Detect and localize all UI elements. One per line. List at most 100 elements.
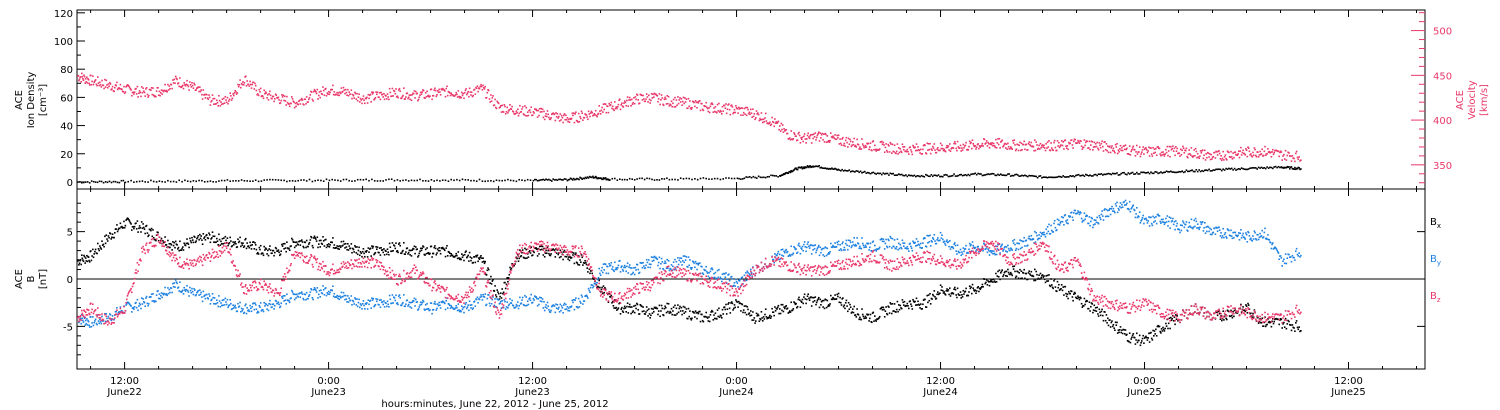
series-by-point xyxy=(349,299,352,302)
series-b-point xyxy=(556,249,559,251)
density-series-point xyxy=(705,177,707,180)
series-by-point xyxy=(90,316,92,318)
series-b-point xyxy=(798,296,800,299)
velocity-series-point xyxy=(708,107,710,109)
velocity-series-point xyxy=(545,113,547,115)
series-b-point xyxy=(565,256,568,258)
series-by-point xyxy=(387,303,389,306)
velocity-series-point xyxy=(662,103,664,106)
velocity-series-point xyxy=(761,118,763,121)
velocity-series-point xyxy=(187,85,190,88)
series-b-point xyxy=(1286,323,1289,325)
series-b-point xyxy=(924,298,926,301)
series-b-point xyxy=(677,311,680,314)
series-b-point xyxy=(1120,331,1122,334)
velocity-series-point xyxy=(319,96,321,99)
density-series-point xyxy=(120,179,123,182)
velocity-series-point xyxy=(417,98,420,101)
velocity-series-point xyxy=(398,87,401,90)
density-series-point xyxy=(283,179,285,182)
series-b-point xyxy=(620,308,622,310)
series-b-point xyxy=(764,313,766,316)
density-series-point xyxy=(775,175,778,177)
series-b-point xyxy=(1002,275,1004,278)
series-b-point xyxy=(1143,337,1146,339)
velocity-series-point xyxy=(1208,156,1210,158)
density-series-point xyxy=(821,167,824,169)
velocity-series-point xyxy=(129,88,132,90)
velocity-series-point xyxy=(672,102,674,105)
series-b-point xyxy=(1043,275,1045,277)
series-by-point xyxy=(245,303,247,305)
velocity-series-point xyxy=(1264,154,1267,157)
velocity-series-point xyxy=(589,115,591,118)
series-b-point xyxy=(501,288,503,290)
velocity-series-point xyxy=(813,136,816,138)
velocity-series-point xyxy=(380,91,382,94)
velocity-series-point xyxy=(758,119,761,122)
series-b-point xyxy=(1101,308,1103,311)
velocity-series-point xyxy=(517,114,520,117)
velocity-series-point xyxy=(1070,139,1073,141)
series-b-point xyxy=(479,256,481,259)
density-series-point xyxy=(322,180,325,182)
density-series-point xyxy=(572,177,575,180)
series-b-point xyxy=(296,241,298,243)
velocity-series-point xyxy=(381,93,384,96)
velocity-series-point xyxy=(1063,148,1065,150)
series-b-point xyxy=(212,235,214,237)
series-b-point xyxy=(1153,335,1155,337)
velocity-series-point xyxy=(724,107,727,109)
series-b-point xyxy=(140,221,143,223)
velocity-series-point xyxy=(745,106,747,109)
velocity-series-point xyxy=(500,111,503,113)
density-series-point xyxy=(763,176,765,179)
series-b-point xyxy=(680,306,683,309)
velocity-series-point xyxy=(211,99,213,102)
legend-by: By xyxy=(1430,254,1441,267)
density-series-point xyxy=(1093,173,1096,176)
velocity-series-point xyxy=(985,140,988,142)
series-b-point xyxy=(582,264,584,266)
density-series-point xyxy=(942,175,944,178)
velocity-series-point xyxy=(468,87,471,90)
velocity-series-point xyxy=(964,144,967,147)
velocity-series-point xyxy=(540,107,542,110)
series-b-point xyxy=(640,305,643,308)
density-series-point xyxy=(1076,174,1079,176)
series-b-point xyxy=(874,315,876,317)
series-by-point xyxy=(128,303,131,305)
density-series-point xyxy=(1134,173,1137,175)
density-series-point xyxy=(424,180,427,182)
series-b-point xyxy=(1035,270,1037,273)
series-b-point xyxy=(682,310,684,312)
series-b-point xyxy=(638,313,641,315)
series-b-point xyxy=(451,254,454,257)
series-b-point xyxy=(893,310,895,312)
velocity-series-point xyxy=(887,143,889,146)
velocity-series-point xyxy=(602,103,605,105)
density-series-point xyxy=(855,170,858,172)
series-by-point xyxy=(315,291,318,293)
series-b-point xyxy=(577,263,579,266)
velocity-series-point xyxy=(1200,152,1203,154)
series-b-point xyxy=(601,286,603,289)
velocity-series-point xyxy=(410,94,412,96)
series-b-point xyxy=(1106,322,1108,324)
velocity-series-point xyxy=(689,107,692,109)
series-b-point xyxy=(675,307,678,310)
series-b-point xyxy=(674,304,676,307)
velocity-series-point xyxy=(739,107,741,110)
velocity-series-point xyxy=(648,94,650,97)
series-b-point xyxy=(694,316,696,318)
density-series-point xyxy=(584,176,587,179)
series-b-point xyxy=(893,303,896,305)
velocity-series-point xyxy=(536,116,539,118)
velocity-series-point xyxy=(1247,147,1250,149)
series-b-point xyxy=(1031,274,1034,277)
series-by-point xyxy=(84,324,86,326)
velocity-series-point xyxy=(871,149,873,152)
velocity-series-point xyxy=(750,108,752,111)
density-series-point xyxy=(1048,176,1050,178)
density-series-point xyxy=(218,180,220,182)
